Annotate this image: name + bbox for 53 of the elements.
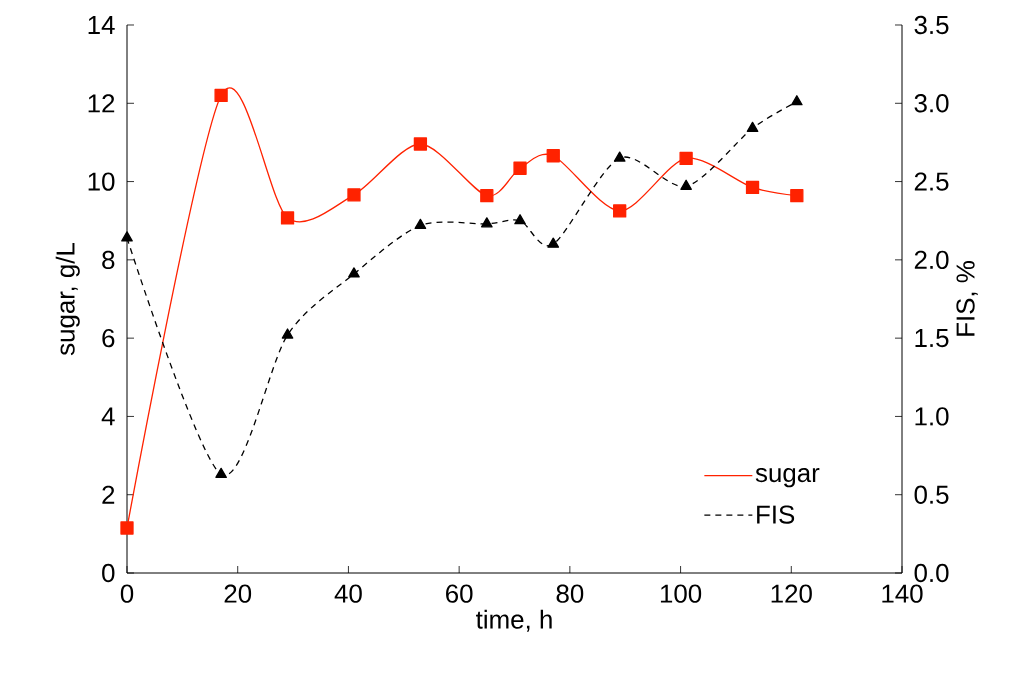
- point: [215, 467, 227, 479]
- point: [546, 149, 560, 163]
- legend-label: FIS: [757, 505, 795, 524]
- point: [348, 267, 360, 278]
- point: [121, 231, 133, 242]
- y-tick-label: 0: [102, 563, 115, 583]
- point: [613, 151, 626, 162]
- y2-tick-label: 2.5: [914, 172, 949, 191]
- point: [480, 189, 494, 203]
- y-tick-label: 12: [88, 94, 115, 113]
- y-axis-title: sugar, g/L: [55, 243, 80, 356]
- y-tick-label: 10: [88, 172, 115, 191]
- y2-tick-label: 0.5: [914, 485, 949, 504]
- y-tick-label: 2: [102, 485, 115, 504]
- y2-tick-label: 1.0: [915, 407, 949, 426]
- legend-label: sugar: [755, 467, 820, 488]
- point: [480, 217, 493, 228]
- y2-tick-label: 0.0: [914, 563, 949, 583]
- x-tick-label: 0: [120, 584, 134, 603]
- x-tick-label: 100: [660, 584, 702, 603]
- point: [680, 179, 692, 190]
- point: [413, 137, 428, 151]
- y2-tick-label: 3.5: [914, 15, 949, 35]
- point: [214, 88, 228, 103]
- y2-tick-label: 1.5: [915, 329, 949, 348]
- point: [347, 188, 361, 202]
- y-tick-label: 4: [101, 407, 115, 426]
- point: [679, 151, 693, 166]
- point: [745, 180, 760, 195]
- point: [281, 328, 294, 339]
- point: [547, 237, 560, 248]
- x-tick-label: 120: [771, 584, 812, 603]
- y2-tick-label: 2.0: [914, 250, 949, 270]
- y-tick-label: 14: [88, 16, 115, 34]
- point: [280, 211, 295, 225]
- y2-tick-label: 3.0: [914, 94, 949, 113]
- x-tick-label: 140: [882, 584, 923, 603]
- x-tick-label: 20: [224, 584, 252, 603]
- y-tick-label: 6: [102, 328, 115, 348]
- x-tick-label: 40: [334, 584, 362, 603]
- point: [513, 161, 527, 175]
- y-tick-label: 8: [102, 250, 115, 270]
- x-tick-label: 80: [556, 584, 584, 603]
- y2-axis-title: FIS, %: [956, 261, 978, 336]
- point: [790, 189, 804, 203]
- point: [790, 95, 803, 106]
- point: [613, 204, 627, 218]
- x-axis-title: time, h: [476, 609, 552, 632]
- point: [514, 214, 526, 225]
- point: [414, 218, 427, 230]
- point: [120, 521, 134, 535]
- x-tick-label: 60: [446, 584, 473, 603]
- point: [746, 121, 759, 132]
